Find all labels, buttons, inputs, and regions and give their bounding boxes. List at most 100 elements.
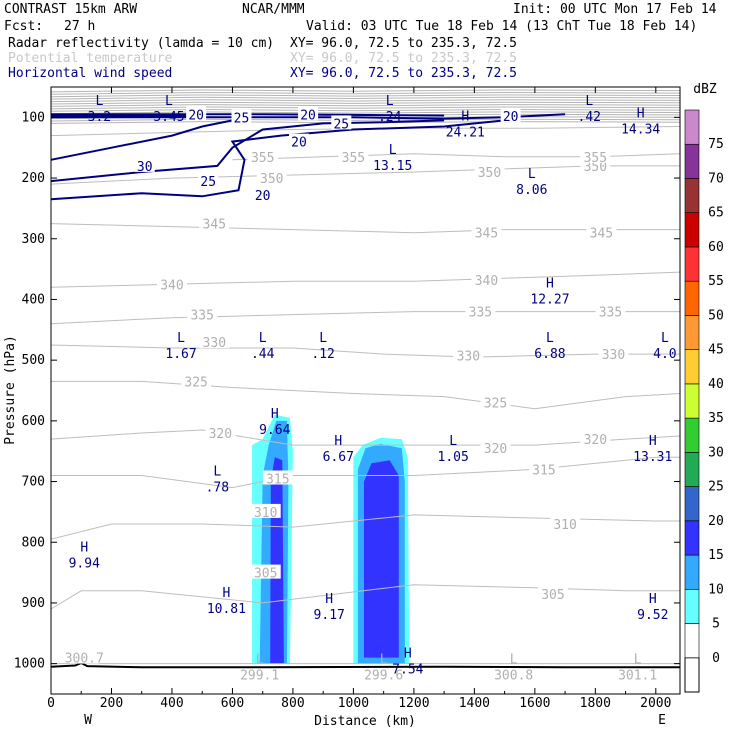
theta-contour-330 — [50, 344, 680, 358]
colorbar-swatch-20 — [684, 486, 700, 522]
low-marker: L — [449, 434, 457, 449]
plot-area: 300.7 305 305 310 310 315 315 320 320 320 325 325 33… — [50, 86, 681, 695]
y-axis-title: Pressure (hPa) — [3, 335, 18, 445]
low-marker: L — [528, 167, 536, 182]
colorbar-swatch-35 — [684, 383, 700, 419]
low-marker: L — [546, 331, 554, 346]
low-marker: L — [661, 331, 669, 346]
extremum-value: 1.05 — [438, 450, 469, 465]
colorbar-tick-label: 60 — [708, 240, 724, 255]
wind-label-background — [298, 106, 319, 121]
theta-contour-label: 300.7 — [65, 652, 104, 667]
colorbar: 0 5 10 15 20 25 30 35 40 45 50 55 60 65 70 75 — [684, 109, 724, 693]
colorbar-tick-label: 70 — [708, 171, 724, 186]
y-tick-label: 600 — [22, 414, 45, 429]
colorbar-swatch-15 — [684, 520, 700, 556]
extremum-value: 299.1 — [240, 669, 279, 684]
theta-contour-upper — [50, 108, 681, 112]
low-marker: L — [319, 331, 327, 346]
wind-label-background — [186, 106, 207, 121]
model-title: CONTRAST 15km ARW — [4, 2, 137, 17]
theta-label-background — [528, 461, 559, 476]
theta-contour-label: 340 — [160, 278, 183, 293]
theta-contour-upper — [50, 96, 681, 100]
low-marker: L — [585, 94, 593, 109]
colorbar-swatch-50 — [684, 280, 700, 316]
extremum-value: 9.64 — [259, 423, 290, 438]
theta-label-background — [250, 564, 281, 579]
theta-label-background — [537, 585, 568, 600]
extremum-value: 299.6 — [364, 669, 403, 684]
init-time: Init: 00 UTC Mon 17 Feb 14 — [513, 2, 717, 17]
extremum-value: 7.54 — [392, 663, 423, 678]
y-tick-label: 800 — [22, 535, 45, 550]
extremum-value: 3.2 — [88, 110, 111, 125]
colorbar-tick-label: 5 — [712, 617, 720, 632]
theta-contour-320 — [50, 429, 681, 446]
theta-contour-upper — [50, 106, 681, 110]
extremum-value: 4.0 — [653, 347, 676, 362]
extremum-value: 14.34 — [621, 122, 660, 137]
colorbar-swatch-0 — [684, 623, 700, 659]
reflectivity-region-15dbz — [270, 457, 284, 664]
wind-label-background — [288, 133, 309, 148]
high-marker: H — [222, 586, 230, 601]
theta-label-background — [550, 516, 581, 531]
x-tick-label: 1200 — [398, 696, 429, 711]
low-marker: L — [213, 465, 221, 480]
wind-contour-label: 20 — [255, 189, 271, 204]
colorbar-swatch-60 — [684, 212, 700, 248]
colorbar-tick-label: 0 — [712, 651, 720, 666]
extremum-value: .78 — [206, 481, 229, 496]
theta-label-background — [181, 373, 212, 388]
wind-contour-label: 20 — [188, 108, 204, 123]
extremum-value: .42 — [578, 110, 601, 125]
y-tick-label: 300 — [22, 232, 45, 247]
wind-contour-label: 25 — [234, 111, 250, 126]
y-tick-label: 1000 — [14, 657, 45, 672]
low-marker: L — [256, 653, 264, 668]
theta-contour-label: 315 — [266, 473, 289, 488]
theta-contour-label: 335 — [599, 306, 622, 321]
theta-contour-label: 340 — [475, 274, 498, 289]
colorbar-tick-label: 15 — [708, 548, 724, 563]
theta-label-background — [595, 303, 626, 318]
theta-label-background — [69, 649, 100, 664]
colorbar-tick-label: 65 — [708, 206, 724, 221]
extremum-value: 9.94 — [69, 556, 100, 571]
y-tick-label: 200 — [22, 171, 45, 186]
colorbar-tick-label: 20 — [708, 514, 724, 529]
colorbar-tick-label: 45 — [708, 343, 724, 358]
reflectivity-region-15dbz — [364, 460, 399, 658]
theta-contour-label: 320 — [584, 433, 607, 448]
theta-label-background — [471, 224, 502, 239]
extremum-value: .24 — [378, 110, 402, 125]
contour-label-layer: 300.7 305 305 310 310 315 315 320 320 320 325 325 33… — [65, 106, 629, 667]
x-tick-label: 800 — [281, 696, 304, 711]
x-tick-label: 1000 — [338, 696, 369, 711]
field-name-reflectivity: Radar reflectivity (lamda = 10 cm) — [8, 36, 274, 51]
valid-time: Valid: 03 UTC Tue 18 Feb 14 (13 ChT Tue … — [306, 19, 697, 34]
low-marker: L — [510, 653, 518, 668]
high-marker: H — [546, 276, 554, 291]
colorbar-swatch-65 — [684, 178, 700, 214]
high-marker: H — [649, 434, 657, 449]
field-xy-reflectivity: XY= 96.0, 72.5 to 235.3, 72.5 — [290, 36, 517, 51]
theta-contour-325 — [51, 380, 681, 410]
high-marker: H — [649, 592, 657, 607]
colorbar-swatch-45 — [684, 315, 700, 350]
colorbar-tick-label: 40 — [708, 377, 724, 392]
wind-contour-30 — [50, 119, 233, 161]
colorbar-swatch-40 — [684, 349, 700, 385]
theta-contour-310 — [50, 514, 680, 540]
wind-contour-25 — [51, 113, 445, 117]
colorbar-swatch-30 — [684, 417, 700, 453]
wind-contour-label: 20 — [503, 110, 519, 125]
extrema-label-layer: L3.2L3.45L.24 H24.21L.42 H14.34L13.15L8.06… — [69, 94, 677, 683]
theta-contour-label: 345 — [475, 227, 498, 242]
low-marker: L — [165, 94, 173, 109]
extremum-value: 12.27 — [530, 292, 569, 307]
extremum-value: .12 — [311, 347, 334, 362]
y-tick-label: 700 — [22, 475, 45, 490]
wind-label-background — [500, 108, 521, 123]
